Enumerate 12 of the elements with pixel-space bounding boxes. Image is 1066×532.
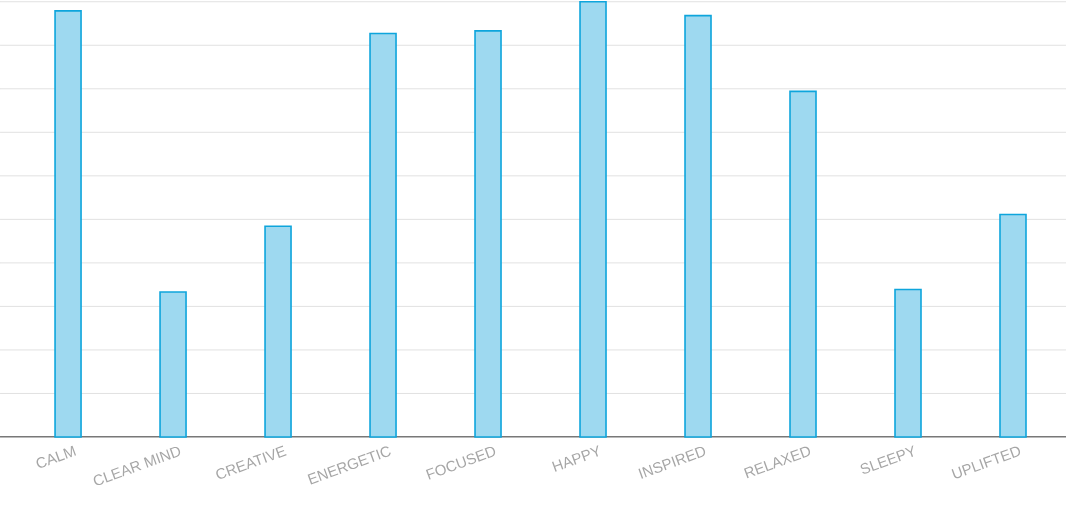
bar	[789, 90, 817, 438]
bar	[474, 30, 502, 438]
bar	[369, 32, 397, 438]
bar	[54, 10, 82, 438]
bar	[684, 14, 712, 438]
x-tick-label: CLEAR MIND	[93, 446, 181, 486]
bar	[264, 225, 292, 438]
x-tick-label: CALM	[36, 445, 77, 468]
bar	[894, 288, 922, 438]
bar	[579, 0, 607, 438]
bar	[999, 213, 1027, 438]
bar	[159, 291, 187, 438]
